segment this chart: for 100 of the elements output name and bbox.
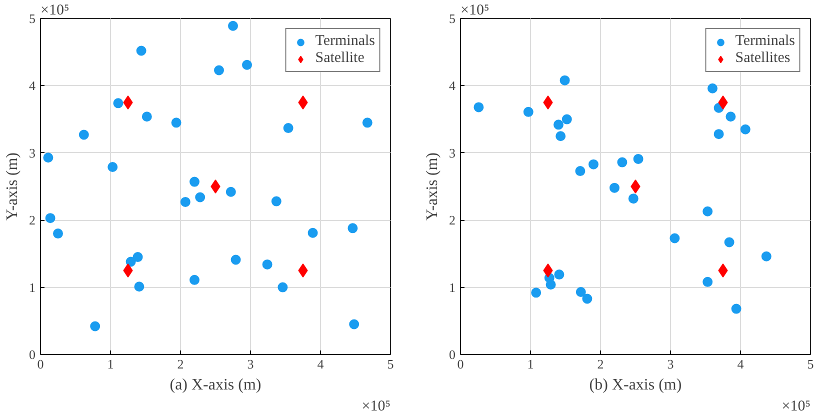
point: [633, 154, 644, 164]
legend-label: Terminals: [315, 33, 375, 50]
point: [575, 166, 586, 176]
x-tick-label: 2: [177, 356, 184, 372]
annotation: ×10⁵: [460, 2, 490, 18]
y-tick-label: 2: [449, 212, 456, 228]
point: [210, 180, 220, 194]
point: [582, 294, 592, 304]
point: [171, 118, 182, 128]
point: [78, 130, 89, 140]
point: [195, 192, 206, 202]
point: [226, 186, 236, 197]
legend-label: Terminals: [735, 33, 795, 50]
point: [90, 321, 100, 332]
point: [702, 276, 713, 287]
point: [546, 280, 556, 290]
x-axis-title: (b) X-axis (m): [589, 376, 682, 394]
y-tick-label: 3: [29, 145, 36, 160]
text: ×10⁵: [362, 398, 391, 414]
point: [761, 251, 772, 262]
point: [45, 213, 56, 224]
y-tick-label: 4: [29, 78, 36, 94]
legend-label: Satellites: [735, 50, 790, 67]
point: [214, 65, 224, 76]
point: [474, 102, 484, 112]
point: [132, 252, 143, 262]
point: [718, 96, 728, 110]
point: [271, 196, 282, 206]
point: [560, 75, 570, 86]
x-tick-label: 2: [597, 356, 604, 372]
point: [136, 46, 146, 56]
point: [740, 124, 750, 134]
y-tick-label: 3: [449, 145, 456, 160]
point: [588, 159, 598, 170]
x-tick-label: 3: [247, 356, 254, 372]
point: [554, 120, 564, 130]
y-tick-label: 1: [449, 280, 456, 295]
point: [43, 152, 54, 163]
point: [142, 112, 152, 122]
point: [523, 106, 534, 117]
point: [531, 288, 542, 298]
y-tick-label: 4: [449, 78, 456, 94]
y-tick-label: 5: [29, 11, 36, 26]
point: [726, 112, 736, 122]
y-tick-label: 5: [449, 11, 456, 26]
point: [714, 129, 724, 140]
point: [708, 83, 718, 94]
point: [298, 96, 308, 110]
point: [113, 98, 124, 108]
x-tick-label: 1: [527, 356, 534, 372]
point: [349, 319, 360, 330]
x-tick-label: 4: [317, 356, 324, 372]
point: [230, 254, 241, 265]
point: [362, 118, 372, 128]
point: [556, 131, 566, 142]
point: [702, 206, 713, 216]
point: [543, 264, 553, 278]
x-tick-label: 1: [107, 356, 114, 372]
point: [190, 176, 200, 187]
x-tick-label: 5: [387, 356, 394, 372]
point: [108, 162, 118, 172]
y-axis-title: Y-axis (m): [424, 152, 441, 220]
point: [628, 194, 638, 204]
y-tick-label: 2: [29, 212, 36, 228]
x-axis-title: (a) X-axis (m): [170, 376, 262, 394]
point: [228, 20, 238, 31]
point: [718, 264, 728, 278]
point: [190, 274, 200, 285]
point: [180, 196, 190, 207]
point: [630, 180, 640, 194]
point: [308, 228, 318, 238]
point: [617, 157, 628, 168]
x-tick-label: 5: [807, 356, 814, 372]
point: [53, 228, 63, 239]
point: [610, 182, 620, 193]
text: ×10⁵: [782, 398, 811, 414]
point: [731, 304, 742, 314]
point: [134, 282, 144, 292]
point: [543, 96, 553, 110]
point: [576, 287, 586, 297]
y-tick-label: 0: [29, 347, 36, 362]
point: [348, 223, 358, 234]
y-tick-label: 0: [449, 347, 456, 362]
point: [724, 237, 734, 248]
point: [123, 96, 133, 110]
annotation: ×10⁵: [40, 2, 70, 18]
point: [242, 60, 252, 70]
legend-label: Satellite: [315, 50, 364, 67]
point: [554, 270, 564, 280]
x-tick-label: 4: [737, 356, 744, 372]
point: [562, 114, 572, 124]
point: [670, 233, 680, 244]
point: [278, 282, 288, 292]
point: [123, 264, 133, 278]
point: [283, 123, 294, 134]
point: [262, 259, 272, 270]
point: [298, 264, 308, 278]
x-tick-label: 3: [667, 356, 674, 372]
y-axis-title: Y-axis (m): [4, 152, 21, 220]
y-tick-label: 1: [29, 280, 36, 295]
